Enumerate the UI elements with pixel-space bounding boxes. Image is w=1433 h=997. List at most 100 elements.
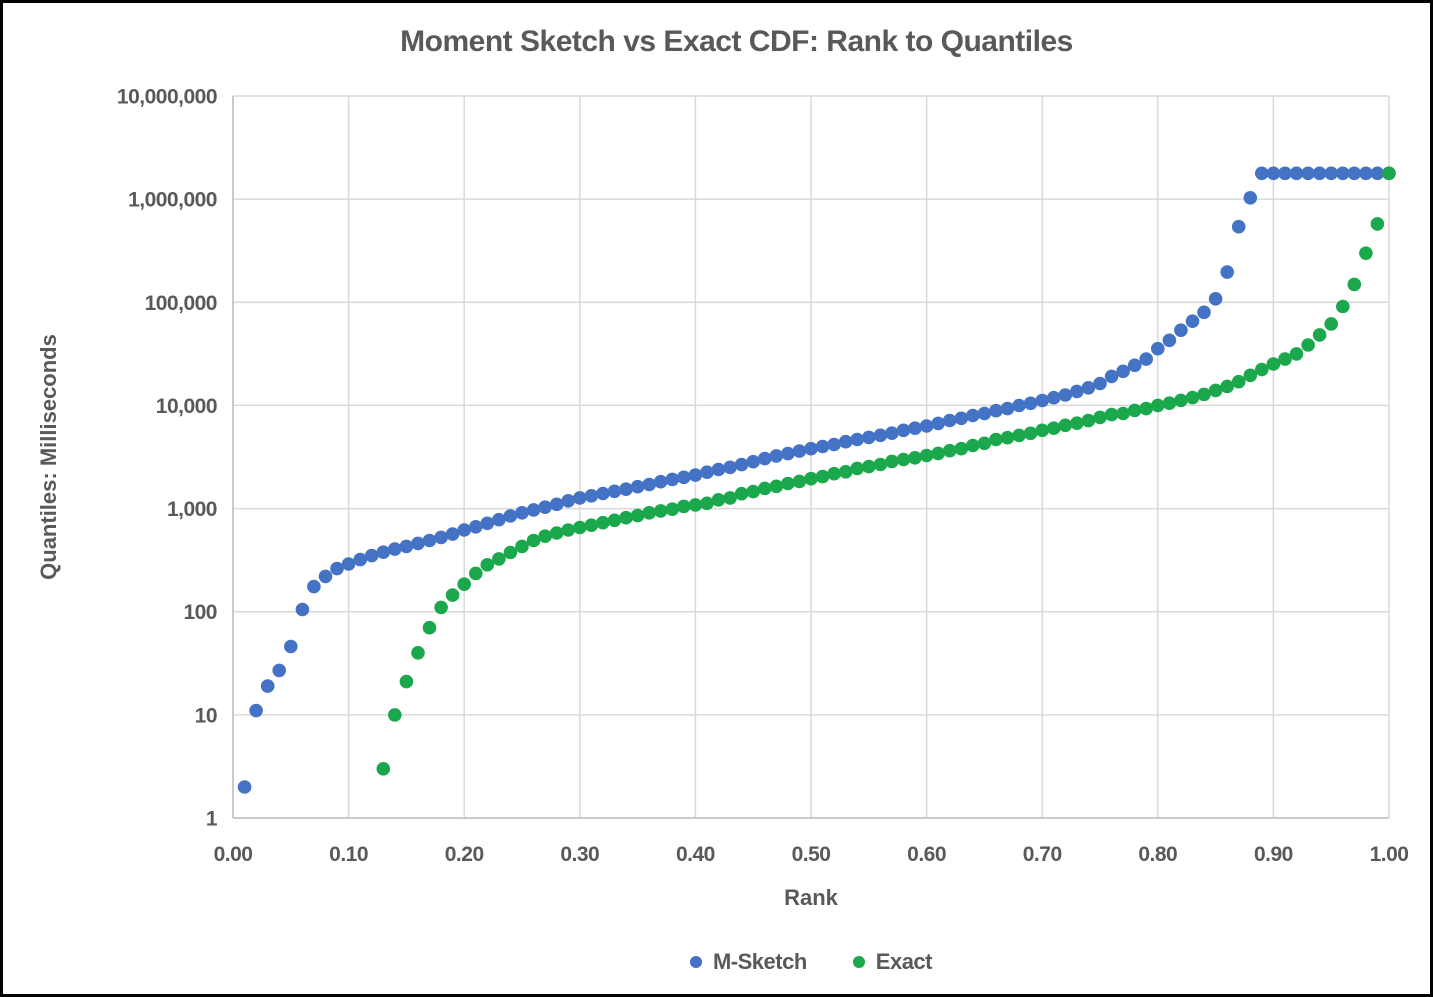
data-point-m-sketch — [1081, 381, 1096, 395]
data-point-exact — [526, 533, 541, 548]
data-point-exact — [480, 558, 495, 572]
data-point-exact — [1324, 317, 1338, 331]
data-point-m-sketch — [827, 437, 841, 452]
data-point-exact — [515, 539, 529, 554]
data-point-exact — [1035, 423, 1049, 438]
y-tick-label: 1,000 — [167, 498, 217, 521]
data-point-exact — [1231, 374, 1246, 389]
data-point-m-sketch — [919, 419, 934, 433]
data-point-m-sketch — [1336, 166, 1350, 181]
data-point-m-sketch — [260, 679, 275, 693]
data-point-exact — [411, 646, 425, 660]
data-point-exact — [1104, 407, 1119, 422]
data-point-exact — [1116, 406, 1130, 421]
data-point-m-sketch — [1139, 352, 1153, 366]
data-point-m-sketch — [758, 451, 772, 466]
data-point-exact — [561, 523, 575, 537]
data-point-exact — [1070, 416, 1084, 431]
data-point-m-sketch — [769, 449, 784, 463]
data-point-m-sketch — [607, 484, 622, 499]
data-point-exact — [885, 454, 899, 469]
data-point-exact — [896, 452, 911, 467]
data-point-m-sketch — [503, 509, 518, 523]
data-point-m-sketch — [1278, 166, 1292, 181]
data-point-exact — [538, 529, 552, 543]
y-tick-label: 100 — [183, 601, 217, 624]
series-m-sketch — [237, 166, 1396, 794]
data-point-m-sketch — [341, 557, 356, 571]
data-point-m-sketch — [1093, 376, 1107, 391]
data-point-m-sketch — [966, 408, 980, 423]
data-point-m-sketch — [896, 423, 911, 438]
y-tick-label: 100,000 — [145, 292, 217, 315]
data-point-exact — [1081, 413, 1096, 428]
data-point-m-sketch — [561, 494, 575, 508]
x-tick-label: 0.70 — [1023, 843, 1062, 866]
data-point-exact — [954, 441, 969, 456]
data-point-m-sketch — [815, 439, 830, 454]
data-point-exact — [700, 496, 714, 511]
data-point-m-sketch — [1359, 166, 1373, 181]
data-point-m-sketch — [700, 465, 714, 480]
x-tick-label: 0.90 — [1254, 843, 1293, 866]
data-point-m-sketch — [422, 533, 437, 548]
data-point-m-sketch — [1127, 358, 1142, 373]
data-point-m-sketch — [272, 663, 287, 678]
data-point-m-sketch — [1070, 384, 1084, 399]
data-point-m-sketch — [353, 552, 368, 567]
data-point-m-sketch — [1162, 333, 1177, 348]
data-point-exact — [1151, 398, 1165, 413]
data-point-m-sketch — [1347, 166, 1362, 181]
data-point-m-sketch — [711, 462, 726, 477]
data-point-m-sketch — [411, 536, 425, 551]
data-point-exact — [503, 545, 518, 560]
data-point-m-sketch — [492, 512, 506, 527]
x-axis-title: Rank — [784, 885, 838, 910]
data-point-exact — [573, 520, 587, 535]
x-tick-label: 0.60 — [907, 843, 946, 866]
legend-dot-m-sketch-icon — [689, 956, 702, 968]
y-tick-label: 10,000,000 — [117, 86, 217, 109]
x-tick-label: 1.00 — [1370, 843, 1409, 866]
data-point-exact — [966, 438, 980, 453]
x-tick-label: 0.80 — [1138, 843, 1177, 866]
data-point-m-sketch — [457, 523, 472, 537]
data-point-m-sketch — [307, 579, 321, 594]
data-point-m-sketch — [330, 561, 344, 576]
data-point-exact — [469, 566, 483, 581]
data-point-exact — [989, 432, 1003, 447]
data-point-m-sketch — [445, 527, 460, 541]
x-tick-label: 0.10 — [329, 843, 368, 866]
data-point-m-sketch — [908, 421, 922, 436]
data-point-m-sketch — [1023, 396, 1038, 411]
legend-dot-exact-icon — [852, 956, 865, 968]
data-point-m-sketch — [977, 406, 992, 421]
data-point-exact — [1047, 421, 1061, 436]
data-point-exact — [827, 466, 841, 481]
data-point-exact — [457, 577, 472, 591]
data-point-exact — [1058, 418, 1073, 433]
data-point-exact — [492, 552, 506, 566]
data-point-exact — [1023, 426, 1038, 441]
data-point-exact — [1255, 362, 1269, 377]
y-tick-label: 10 — [195, 704, 217, 727]
data-point-m-sketch — [1174, 323, 1188, 338]
scatter-plot: 1 10 100 1,000 10,000 100,000 1,000,000 10,000,… — [117, 86, 1409, 867]
data-point-exact — [1336, 299, 1350, 314]
data-point-exact — [908, 451, 922, 465]
legend-item-m-sketch: M-Sketch — [689, 949, 807, 975]
data-point-m-sketch — [584, 489, 599, 503]
data-point-exact — [1382, 166, 1396, 181]
data-point-m-sketch — [1208, 292, 1223, 306]
data-point-m-sketch — [792, 444, 807, 458]
data-point-exact — [758, 481, 772, 496]
data-point-exact — [688, 498, 703, 512]
data-point-m-sketch — [469, 520, 483, 534]
data-point-exact — [850, 461, 864, 476]
data-point-exact — [630, 508, 645, 523]
data-point-m-sketch — [1255, 166, 1269, 181]
x-tick-label: 0.20 — [445, 843, 484, 866]
data-point-m-sketch — [1000, 401, 1015, 416]
legend-label-exact: Exact — [875, 949, 933, 974]
legend-item-exact: Exact — [852, 949, 933, 975]
